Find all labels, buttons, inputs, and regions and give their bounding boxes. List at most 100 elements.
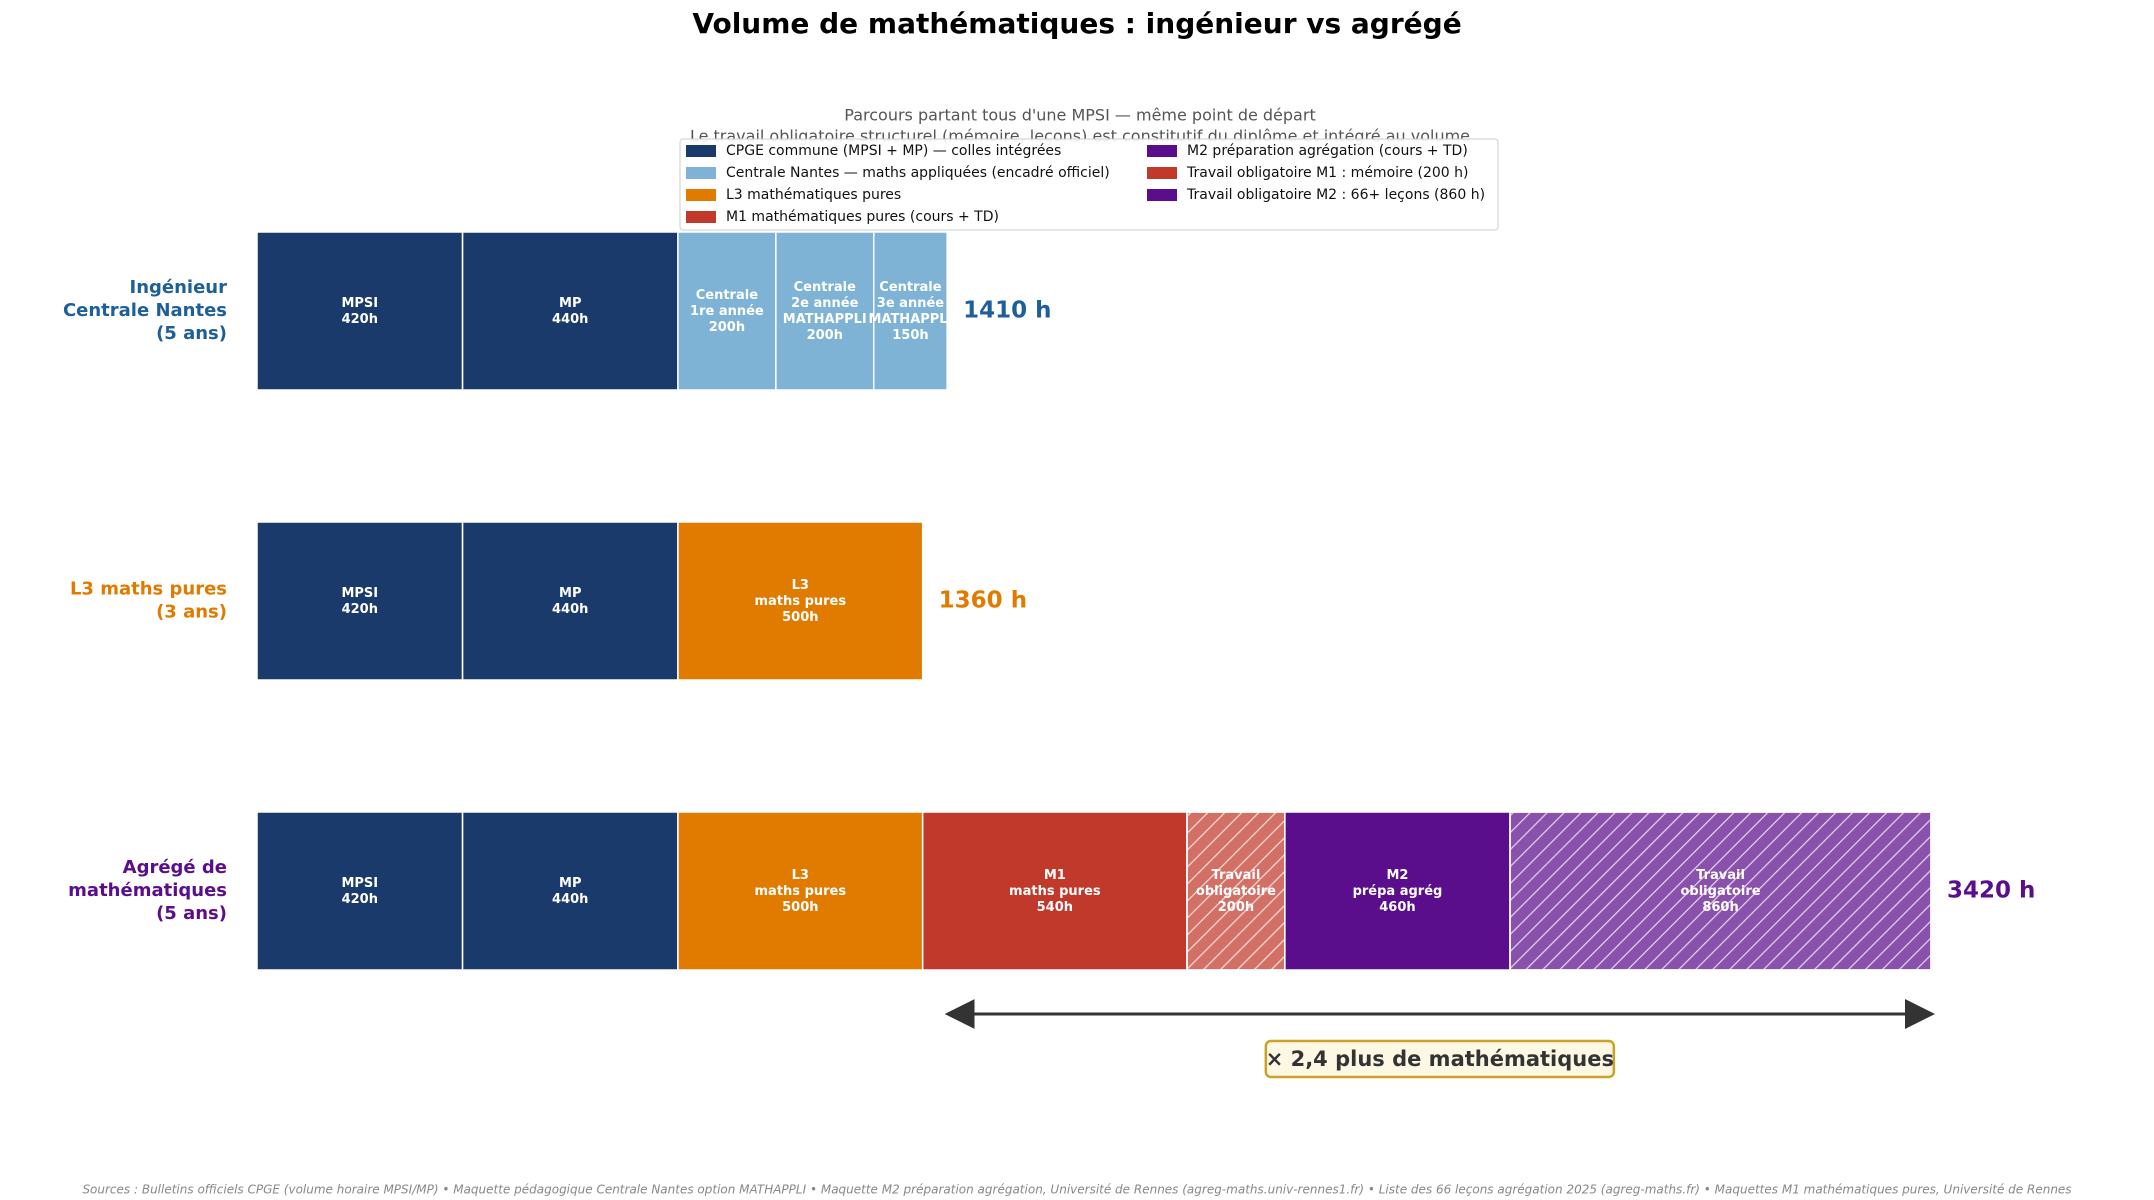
bar-segment: [461, 231, 679, 391]
segment-label: MP 440h: [552, 296, 588, 327]
legend-swatch: [1147, 189, 1177, 201]
row-label: Agrégé de mathématiques (5 ans): [68, 857, 227, 924]
source: Sources : Bulletins officiels CPGE (volu…: [82, 1183, 2071, 1197]
bar-segment: [872, 231, 948, 391]
segment-value: 440h: [552, 602, 588, 617]
segment-name: maths pures: [755, 884, 847, 899]
legend-swatch: [686, 189, 716, 201]
segment-value: 500h: [782, 900, 818, 915]
legend-label: Travail obligatoire M2 : 66+ leçons (860…: [1186, 187, 1485, 203]
total-label: 1360 h: [939, 588, 1027, 614]
bar-segment: [921, 811, 1188, 971]
segment-name: obligatoire: [1196, 884, 1276, 899]
legend-box: [679, 138, 1499, 231]
legend-swatch: [686, 167, 716, 179]
bar-segment: [677, 811, 924, 971]
segment-label: MPSI 420h: [341, 296, 378, 327]
segment-name: obligatoire: [1680, 884, 1760, 899]
segment-label: MP 440h: [552, 876, 588, 907]
chart-title: Volume de mathématiques : ingénieur vs a…: [692, 7, 1461, 40]
segment-name: M2: [1386, 868, 1408, 883]
segment-value: 860h: [1702, 900, 1738, 915]
segment-name: 1re année: [690, 304, 764, 319]
segment-label: MP 440h: [552, 586, 588, 617]
hatch-overlay: [1186, 811, 1286, 971]
legend: CPGE commune (MPSI + MP) — colles intégr…: [686, 143, 1485, 225]
row-label-line: (3 ans): [156, 602, 227, 623]
legend-label: Centrale Nantes — maths appliquées (enca…: [726, 165, 1110, 181]
segment-name: L3: [792, 578, 809, 593]
segment-label: M1 maths pures 540h: [1009, 868, 1101, 915]
segment-value: 500h: [782, 610, 818, 625]
row-label-line: Agrégé de: [123, 857, 227, 878]
row-label-line: (5 ans): [156, 903, 227, 924]
row-label-line: L3 maths pures: [70, 579, 227, 600]
bar-segment: [461, 521, 679, 681]
hatch-overlay: [1509, 811, 1932, 971]
segment-value: 200h: [1218, 900, 1254, 915]
segment-name: M1: [1044, 868, 1066, 883]
bar-segment: [256, 231, 464, 391]
segment-value: 420h: [342, 892, 378, 907]
segment-name: 2e année: [791, 296, 858, 311]
segment-name: MP: [559, 296, 581, 311]
legend-label: CPGE commune (MPSI + MP) — colles intégr…: [726, 143, 1061, 159]
segment-label: L3 maths pures 500h: [755, 868, 847, 915]
segment-label: Travail obligatoire 860h: [1680, 868, 1760, 915]
row-label-line: Centrale Nantes: [63, 300, 227, 321]
legend-label: L3 mathématiques pures: [726, 187, 901, 203]
row-label-line: Ingénieur: [130, 277, 228, 298]
segment-name: Centrale: [879, 280, 941, 295]
segment-value: 200h: [807, 328, 843, 343]
segment-name: 3e année: [877, 296, 944, 311]
segment-label: Travail obligatoire 200h: [1196, 868, 1276, 915]
annotation: × 2,4 plus de mathématiques: [1266, 1047, 1614, 1071]
segment-name: maths pures: [1009, 884, 1101, 899]
bar-segment: [256, 521, 464, 681]
row-label: L3 maths pures (3 ans): [70, 579, 227, 623]
segment-label: MPSI 420h: [341, 586, 378, 617]
bar-segment: [775, 231, 875, 391]
segment-value: 440h: [552, 892, 588, 907]
segment-name: Travail: [1212, 868, 1261, 883]
segment-value: 440h: [552, 312, 588, 327]
segment-name: MPSI: [341, 586, 378, 601]
bar-segment: [256, 811, 464, 971]
row-label: Ingénieur Centrale Nantes (5 ans): [63, 277, 227, 344]
total-label: 1410 h: [963, 298, 1051, 324]
segment-name: Centrale: [696, 288, 758, 303]
segment-label: Centrale 1re année 200h: [690, 288, 764, 335]
subtitle: Parcours partant tous d'une MPSI — même …: [844, 106, 1315, 125]
legend-swatch: [686, 211, 716, 223]
segment-label: M2 prépa agrég 460h: [1353, 868, 1443, 915]
legend-label: M1 mathématiques pures (cours + TD): [726, 209, 999, 225]
total-label: 3420 h: [1947, 878, 2035, 904]
legend-swatch: [1147, 145, 1177, 157]
segment-label: MPSI 420h: [341, 876, 378, 907]
row-label-line: mathématiques: [68, 880, 227, 901]
annotation-box: [1264, 1039, 1616, 1079]
segment-name: Centrale: [794, 280, 856, 295]
segment-name: MPSI: [341, 876, 378, 891]
segment-value: 420h: [342, 602, 378, 617]
segment-label: L3 maths pures 500h: [755, 578, 847, 625]
row-label-line: (5 ans): [156, 323, 227, 344]
bar-segment: [1284, 811, 1511, 971]
segment-value: 460h: [1379, 900, 1415, 915]
segment-label: Centrale 2e année MATHAPPLI 200h: [783, 280, 867, 343]
legend-swatch: [1147, 167, 1177, 179]
segment-value: 540h: [1037, 900, 1073, 915]
bars: Ingénieur Centrale Nantes (5 ans)MPSI 420hM…: [63, 231, 2035, 1079]
segment-name: prépa agrég: [1353, 884, 1443, 899]
segment-name: MATHAPPLI: [783, 312, 867, 327]
segment-value: 150h: [892, 328, 928, 343]
segment-name: L3: [792, 868, 809, 883]
segment-name: maths pures: [755, 594, 847, 609]
segment-label: Centrale 3e année MATHAPPLI 150h: [868, 280, 952, 343]
segment-name: Travail: [1696, 868, 1745, 883]
segment-value: 420h: [342, 312, 378, 327]
bar-segment: [677, 521, 924, 681]
legend-swatch: [686, 145, 716, 157]
segment-name: MPSI: [341, 296, 378, 311]
